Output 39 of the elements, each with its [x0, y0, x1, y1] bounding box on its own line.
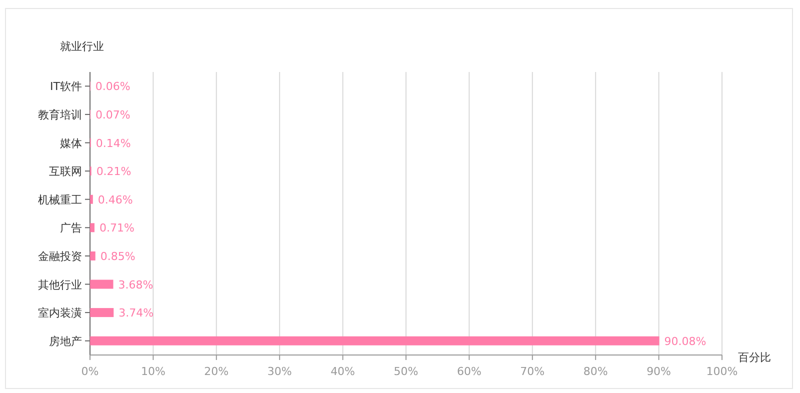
- x-tick-label: 80%: [583, 365, 608, 378]
- y-tick-label: 媒体: [60, 136, 82, 150]
- x-tick-label: 90%: [646, 365, 672, 378]
- x-tick-label: 0%: [81, 365, 99, 378]
- bar: [90, 336, 660, 346]
- x-tick-label: 100%: [706, 365, 738, 378]
- x-tick-label: 70%: [520, 365, 545, 378]
- data-label: 3.74%: [118, 306, 154, 320]
- y-tick-label: 机械重工: [38, 193, 82, 206]
- x-tick-label: 40%: [330, 365, 356, 378]
- x-tick-label: 60%: [456, 365, 482, 378]
- y-tick-label: 互联网: [49, 165, 82, 178]
- y-tick-label: 房地产: [49, 334, 82, 348]
- data-label: 90.08%: [664, 334, 706, 348]
- bar: [90, 223, 94, 232]
- bar: [90, 280, 114, 289]
- data-label: 0.21%: [96, 165, 132, 178]
- y-tick-label: 室内装潢: [38, 306, 82, 320]
- y-axis-title: 就业行业: [60, 40, 104, 53]
- data-label: 0.85%: [100, 250, 136, 263]
- data-label: 3.68%: [118, 278, 154, 292]
- data-label: 0.06%: [95, 80, 130, 94]
- y-tick-label: 广告: [60, 222, 82, 235]
- y-tick-label: IT软件: [50, 80, 82, 94]
- x-tick-label: 10%: [140, 365, 166, 378]
- x-tick-label: 50%: [394, 365, 418, 378]
- x-tick-label: 30%: [267, 365, 292, 378]
- data-label: 0.14%: [96, 136, 131, 150]
- data-label: 0.46%: [98, 193, 133, 206]
- y-tick-label: 其他行业: [38, 278, 82, 292]
- x-axis-title: 百分比: [738, 351, 771, 364]
- data-label: 0.07%: [95, 108, 130, 122]
- y-tick-label: 教育培训: [38, 108, 82, 122]
- bar: [90, 308, 114, 318]
- data-label: 0.71%: [99, 222, 134, 235]
- bar: [90, 251, 96, 260]
- x-tick-label: 20%: [204, 365, 229, 378]
- y-tick-label: 金融投资: [38, 250, 82, 263]
- bar: [90, 194, 93, 204]
